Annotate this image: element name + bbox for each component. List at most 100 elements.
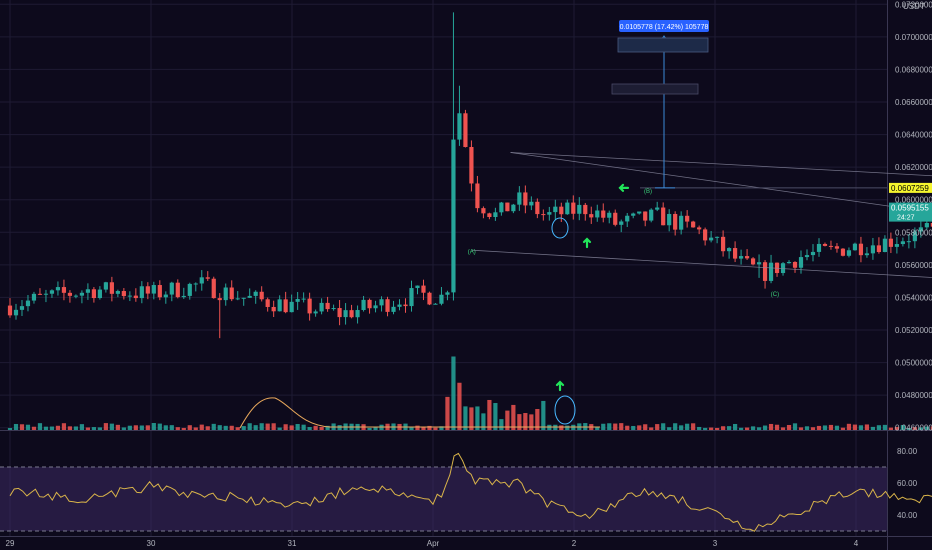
price-tick-label: 0.0680000 [895,65,932,74]
volume-bar [565,425,570,430]
candle-body [301,298,306,300]
volume-bar [55,425,61,430]
candle-body [325,302,330,310]
candle-body [930,223,932,227]
candle-body [613,212,618,225]
candle-body [774,262,780,274]
volume-bar [529,414,534,430]
volume-bar [415,425,420,430]
drawing-overlays: (A) (B) (C) 0.0105778 (17.42%) 105778 [468,20,932,425]
volume-bar [139,425,144,430]
candle-body [271,306,276,312]
volume-bar [97,427,102,430]
candle-body [259,291,264,300]
volume-bar [505,410,510,430]
volume-bar [649,427,654,430]
volume-bar [325,425,330,430]
candle-body [7,305,13,316]
volume-bar [493,403,498,430]
volume-bar [840,427,846,430]
candle-body [637,211,642,214]
candle-body [385,299,390,312]
candle-body [91,289,96,299]
candle-body [367,299,372,309]
candle-body [822,243,828,246]
volume-bar [307,427,312,430]
time-tick-label: 4 [854,539,859,548]
volume-bar [637,425,642,430]
volume-bar [511,404,516,430]
volume-bar [253,425,258,430]
volume-bar [816,425,822,430]
candle-body [625,215,630,222]
volume-bar [727,426,732,430]
volume-bar [613,423,618,430]
volume-bar [109,423,114,430]
target-zone-box [611,83,699,95]
rsi-band [0,467,887,531]
candle-body [906,241,911,243]
volume-bar [289,425,294,430]
time-tick-label: Apr [427,539,440,548]
volume-bar [595,426,600,430]
candle-body [667,213,672,226]
candle-body [43,293,49,295]
candle-body [139,286,144,299]
candle-body [589,214,594,218]
volume-bar [667,427,672,430]
candle-body [685,215,690,222]
volume-bar [463,406,468,430]
volume-bar [73,426,79,430]
target-price-label: 0.0607259 [891,184,929,193]
rsi-panel [0,452,932,532]
volume-bar [445,396,450,430]
candle-body [337,308,342,318]
candle-body [67,292,73,296]
volume-bar [499,419,504,430]
candle-body [379,299,384,306]
candle-body [49,290,55,294]
volume-bar [721,426,726,430]
volume-bar [679,425,684,430]
volume-bar [685,423,690,430]
candle-body [894,244,899,247]
volume-bar [804,426,810,430]
volume-bar [37,423,43,430]
volume-bar [157,423,162,430]
candle-body [924,223,929,228]
volume-bar [625,425,630,430]
volume-bar [774,424,780,430]
candle-body [79,292,85,296]
volume-bar [780,427,786,430]
candle-body [421,285,426,293]
volume-bar [235,427,240,430]
green-arrow-icon [618,183,630,192]
volume-bar [433,427,438,430]
candle-body [870,245,876,254]
volume-bar [703,427,708,430]
candle-body [732,248,738,259]
volume-bar [798,427,804,430]
volume-bar [43,426,49,430]
target-price-tag [889,182,932,193]
candle-body [85,289,90,293]
candle-body [792,261,798,268]
candle-body [523,192,528,206]
volume-bar [115,424,120,430]
trendline [510,152,932,213]
candle-body [918,227,923,232]
candle-body [511,204,516,212]
volume-ma-line [239,397,600,429]
candle-body [738,256,744,259]
candle-body [547,212,552,215]
volume-bar [541,400,546,430]
volume-bar [822,425,828,430]
candle-body [852,243,858,251]
candle-body [319,302,324,312]
candle-body [882,238,888,253]
candle-body [307,298,312,314]
candle-body [816,243,822,252]
volume-bar [924,426,929,430]
last-price-tag [889,202,932,222]
price-tick-label: 0.0580000 [895,228,932,237]
